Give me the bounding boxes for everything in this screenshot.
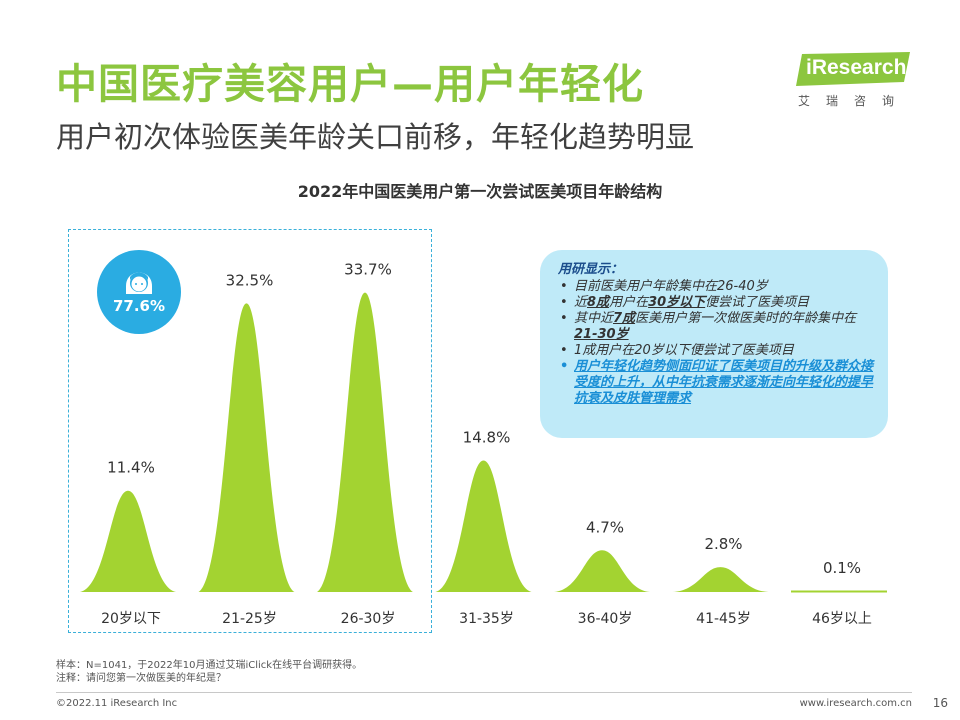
peak-21-25岁 bbox=[198, 303, 295, 592]
remark-note: 注释：请问您第一次做医美的年纪是？ bbox=[56, 673, 226, 684]
peak-36-40岁 bbox=[554, 550, 650, 592]
highlight-group-box bbox=[68, 229, 432, 633]
research-findings-callout: 用研显示： 目前医美用户年龄集中在26-40岁 近8成用户在30岁以下便尝试了医… bbox=[540, 250, 888, 438]
finding-item: 近8成用户在30岁以下便尝试了医美项目 bbox=[558, 295, 874, 311]
finding-item-highlight: 用户年轻化趋势侧面印证了医美项目的升级及群众接受度的上升，从中年抗衰需求逐渐走向… bbox=[558, 359, 874, 407]
iresearch-logo: iResearch 艾瑞咨询 bbox=[796, 52, 912, 114]
chart-title: 2022年中国医美用户第一次尝试医美项目年龄结构 bbox=[297, 182, 663, 201]
data-label: 4.7% bbox=[586, 518, 624, 536]
data-label: 0.1% bbox=[823, 559, 861, 577]
female-user-icon bbox=[126, 272, 152, 294]
peak-26-30岁 bbox=[317, 292, 413, 592]
finding-item: 1成用户在20岁以下便尝试了医美项目 bbox=[558, 343, 874, 359]
page-title: 中国医疗美容用户—用户年轻化 bbox=[56, 60, 644, 108]
percentage-badge: 77.6% bbox=[97, 250, 181, 334]
footer-divider bbox=[56, 692, 912, 693]
logo-cn-text: 艾瑞咨询 bbox=[798, 94, 911, 108]
copyright: ©2022.11 iResearch Inc bbox=[56, 698, 178, 709]
category-label: 21-25岁 bbox=[222, 611, 277, 627]
category-label: 46岁以上 bbox=[812, 611, 872, 627]
finding-item: 其中近7成医美用户第一次做医美时的年龄集中在21-30岁 bbox=[558, 311, 874, 343]
page-number: 16 bbox=[932, 696, 948, 710]
finding-item: 目前医美用户年龄集中在26-40岁 bbox=[558, 279, 874, 295]
data-label: 2.8% bbox=[704, 535, 742, 553]
logo-badge-icon bbox=[796, 52, 910, 86]
category-label: 31-35岁 bbox=[459, 611, 514, 627]
data-label: 11.4% bbox=[107, 459, 155, 477]
site-url: www.iresearch.com.cn bbox=[799, 698, 912, 709]
page-subtitle: 用户初次体验医美年龄关口前移，年轻化趋势明显 bbox=[56, 120, 695, 154]
callout-heading: 用研显示： bbox=[558, 262, 624, 277]
peak-20岁以下 bbox=[80, 490, 176, 592]
category-label: 41-45岁 bbox=[696, 611, 751, 627]
peak-31-35岁 bbox=[435, 460, 532, 592]
category-label: 20岁以下 bbox=[101, 611, 161, 627]
category-label: 36-40岁 bbox=[578, 611, 633, 627]
findings-list: 目前医美用户年龄集中在26-40岁 近8成用户在30岁以下便尝试了医美项目 其中… bbox=[558, 279, 874, 407]
sample-note: 样本：N=1041，于2022年10月通过艾瑞iClick在线平台调研获得。 bbox=[56, 660, 363, 671]
data-label: 32.5% bbox=[226, 271, 274, 289]
data-label: 14.8% bbox=[463, 429, 511, 447]
notes: 样本：N=1041，于2022年10月通过艾瑞iClick在线平台调研获得。 注… bbox=[56, 659, 362, 685]
category-label: 26-30岁 bbox=[341, 611, 396, 627]
data-label: 33.7% bbox=[344, 261, 392, 279]
logo-text: iResearch bbox=[806, 56, 907, 79]
peak-41-45岁 bbox=[672, 567, 769, 592]
badge-value: 77.6% bbox=[112, 297, 166, 315]
